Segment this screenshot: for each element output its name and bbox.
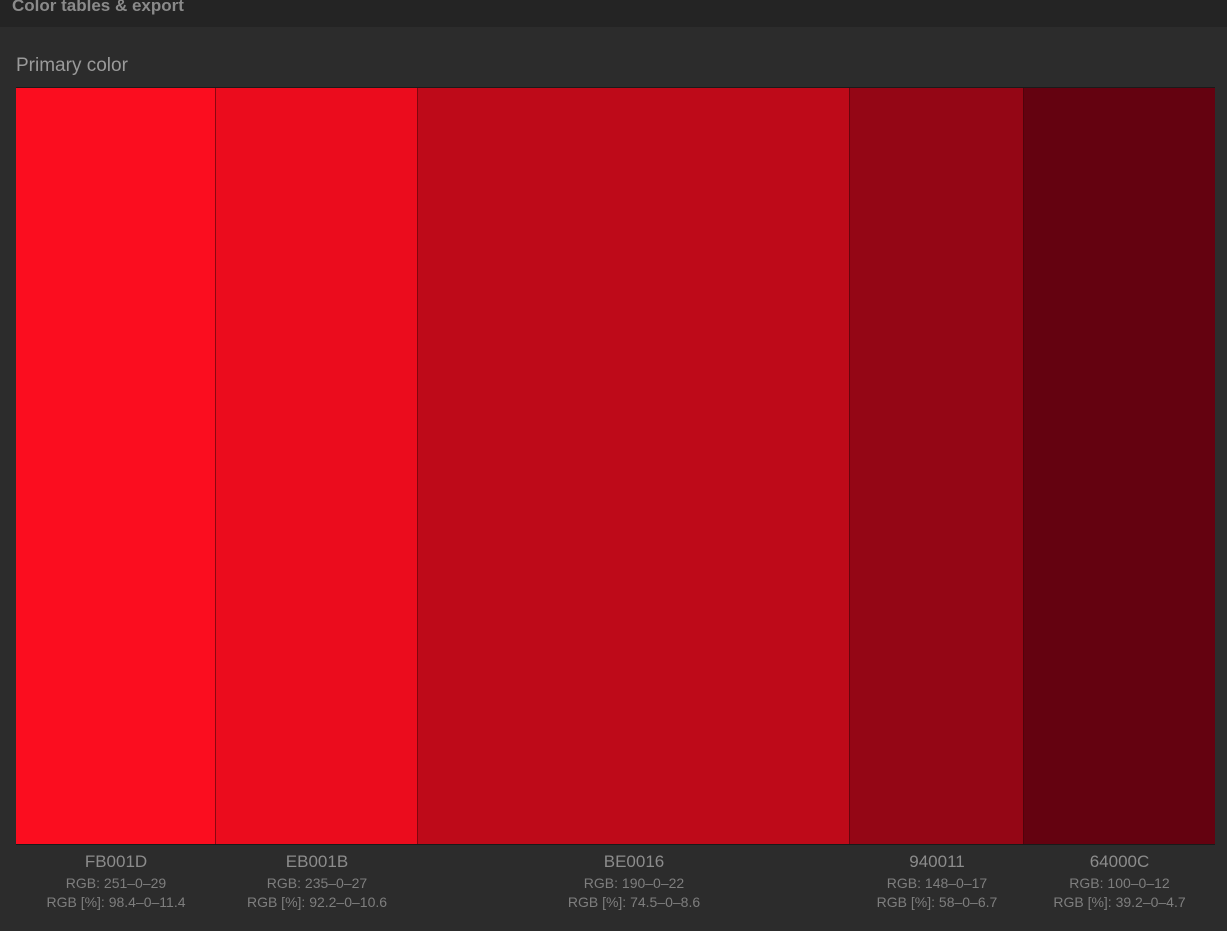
swatch-label-3: BE0016 RGB: 190–0–22 RGB [%]: 74.5–0–8.6 bbox=[418, 850, 850, 912]
rgb-percent-value: RGB [%]: 39.2–0–4.7 bbox=[1053, 894, 1186, 910]
page-title: Color tables & export bbox=[12, 0, 184, 15]
rgb-value: RGB: 190–0–22 bbox=[583, 875, 685, 891]
swatch-5[interactable] bbox=[1024, 88, 1215, 844]
swatch-1[interactable] bbox=[16, 88, 216, 844]
rgb-percent-value: RGB [%]: 74.5–0–8.6 bbox=[567, 894, 701, 910]
rgb-percent-value: RGB [%]: 58–0–6.7 bbox=[876, 894, 998, 910]
hex-value[interactable]: BE0016 bbox=[603, 852, 665, 871]
rgb-value: RGB: 235–0–27 bbox=[266, 875, 368, 891]
hex-value[interactable]: EB001B bbox=[285, 852, 349, 871]
swatch-label-5: 64000C RGB: 100–0–12 RGB [%]: 39.2–0–4.7 bbox=[1024, 850, 1215, 912]
rgb-percent-value: RGB [%]: 92.2–0–10.6 bbox=[246, 894, 388, 910]
hex-value[interactable]: 64000C bbox=[1089, 852, 1150, 871]
rgb-value: RGB: 251–0–29 bbox=[65, 875, 167, 891]
rgb-percent-value: RGB [%]: 98.4–0–11.4 bbox=[46, 894, 186, 910]
header-bar: Color tables & export bbox=[0, 0, 1227, 27]
hex-value[interactable]: FB001D bbox=[84, 852, 148, 871]
swatch-2[interactable] bbox=[216, 88, 418, 844]
section-title: Primary color bbox=[16, 55, 128, 76]
swatch-3[interactable] bbox=[418, 88, 850, 844]
swatch-label-4: 940011 RGB: 148–0–17 RGB [%]: 58–0–6.7 bbox=[850, 850, 1024, 912]
swatch-label-2: EB001B RGB: 235–0–27 RGB [%]: 92.2–0–10.… bbox=[216, 850, 418, 912]
swatch-strip bbox=[16, 87, 1215, 845]
rgb-value: RGB: 100–0–12 bbox=[1069, 875, 1170, 891]
swatch-label-1: FB001D RGB: 251–0–29 RGB [%]: 98.4–0–11.… bbox=[16, 850, 216, 912]
swatch-4[interactable] bbox=[850, 88, 1024, 844]
hex-value[interactable]: 940011 bbox=[909, 852, 965, 871]
swatch-labels: FB001D RGB: 251–0–29 RGB [%]: 98.4–0–11.… bbox=[16, 850, 1215, 912]
rgb-value: RGB: 148–0–17 bbox=[886, 875, 988, 891]
